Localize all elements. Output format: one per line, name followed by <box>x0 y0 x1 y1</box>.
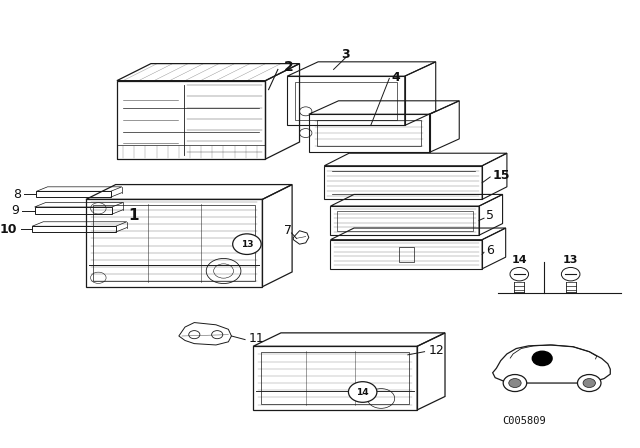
Text: 4: 4 <box>391 70 400 84</box>
Circle shape <box>532 351 552 366</box>
Text: 10: 10 <box>0 223 17 236</box>
Circle shape <box>503 375 527 392</box>
Text: 13: 13 <box>563 255 579 265</box>
Circle shape <box>348 382 377 402</box>
Text: 9: 9 <box>12 204 19 217</box>
Text: 14: 14 <box>356 388 369 396</box>
Text: 13: 13 <box>241 240 253 249</box>
Circle shape <box>509 379 521 388</box>
Text: 14: 14 <box>511 255 527 265</box>
Text: 3: 3 <box>342 48 350 61</box>
Text: 8: 8 <box>13 188 21 201</box>
Text: 2: 2 <box>284 60 294 74</box>
Text: 5: 5 <box>486 209 495 223</box>
Text: 7: 7 <box>284 224 292 237</box>
Text: 15: 15 <box>493 169 510 182</box>
Text: 11: 11 <box>249 332 264 345</box>
Text: C005809: C005809 <box>502 416 547 426</box>
Text: 1: 1 <box>129 207 139 223</box>
Circle shape <box>577 375 601 392</box>
Circle shape <box>583 379 595 388</box>
Text: 12: 12 <box>428 344 444 357</box>
Circle shape <box>233 234 261 254</box>
Text: 6: 6 <box>486 244 494 258</box>
